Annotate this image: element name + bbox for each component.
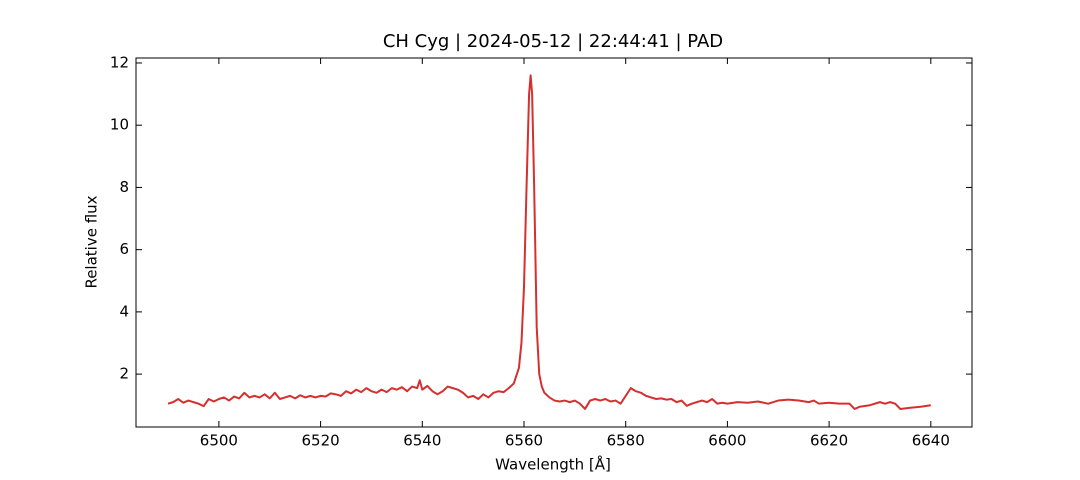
y-tick-label: 12 [110,53,129,71]
x-axis-label: Wavelength [Å] [495,455,611,474]
y-tick-label: 10 [110,116,129,134]
x-tick-label: 6600 [708,432,746,450]
plot-frame [135,57,973,428]
y-tick-label: 6 [119,240,129,258]
x-tick-label: 6640 [912,432,950,450]
spectrum-line [167,74,931,410]
x-tick-label: 6620 [810,432,848,450]
chart-title: CH Cyg | 2024-05-12 | 22:44:41 | PAD [383,31,723,52]
x-tick-label: 6560 [505,432,543,450]
x-tick-label: 6540 [403,432,441,450]
x-tick-label: 6500 [200,432,238,450]
x-tick-label: 6580 [607,432,645,450]
y-axis-label: Relative flux [83,195,101,288]
y-tick-label: 2 [119,365,129,383]
y-tick-label: 8 [119,178,129,196]
x-tick-label: 6520 [301,432,339,450]
y-tick-label: 4 [119,302,129,320]
